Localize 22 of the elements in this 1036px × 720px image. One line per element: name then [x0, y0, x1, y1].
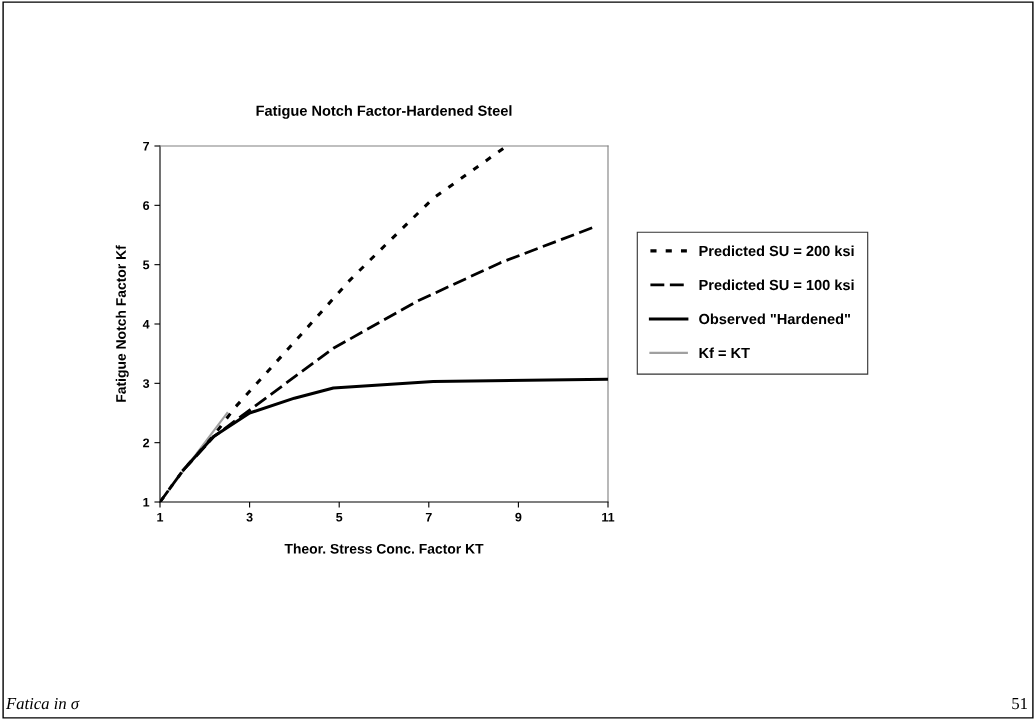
- chart-title: Fatigue Notch Factor-Hardened Steel: [256, 105, 512, 119]
- x-tick-label: 9: [515, 512, 522, 522]
- y-tick-label: 4: [142, 319, 150, 329]
- x-tick-label: 7: [425, 512, 432, 522]
- y-tick-label: 5: [143, 260, 150, 270]
- y-axis-title: Fatigue Notch Factor Kf: [115, 245, 129, 402]
- y-tick-label: 3: [142, 379, 150, 388]
- text: 51: [1012, 698, 1027, 710]
- legend-label: Predicted SU = 100 ksi: [699, 279, 854, 291]
- legend-label: Kf = KT: [699, 347, 750, 359]
- text: Fatica in σ: [5, 697, 80, 710]
- y-tick-label: 2: [143, 438, 150, 448]
- y-tick-label: 6: [143, 201, 150, 210]
- legend-label: Observed "Hardened": [699, 313, 850, 325]
- y-tick-label: 1: [143, 497, 150, 507]
- x-tick-label: 5: [336, 512, 343, 522]
- x-tick-label: 1: [157, 512, 164, 522]
- y-tick-label: 7: [143, 141, 150, 151]
- x-axis-title: Theor. Stress Conc. Factor KT: [284, 543, 484, 554]
- legend-label: Predicted SU = 200 ksi: [699, 245, 854, 257]
- x-tick-label: 3: [246, 512, 253, 522]
- x-tick-label: 11: [602, 512, 615, 522]
